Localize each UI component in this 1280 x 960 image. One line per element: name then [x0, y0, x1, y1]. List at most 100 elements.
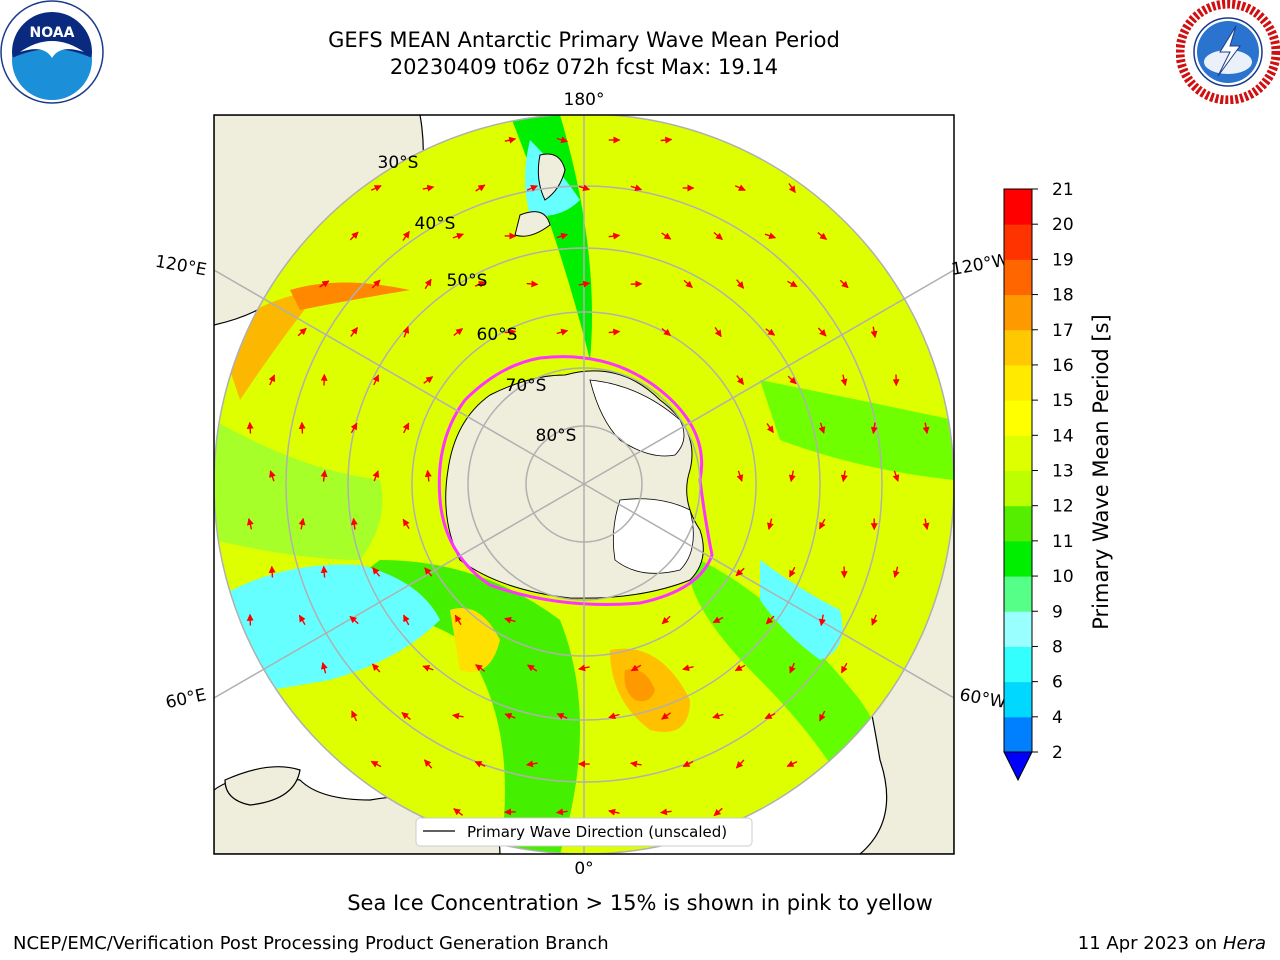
wave-arrow	[351, 710, 358, 722]
wave-arrow	[712, 616, 724, 624]
lon-label-180: 180°	[564, 90, 605, 110]
noaa-logo-text: NOAA	[30, 25, 75, 41]
wave-arrow	[660, 808, 672, 816]
wave-arrow	[870, 422, 878, 435]
wave-arrow	[402, 326, 410, 338]
lat-label-30s: 30°S	[378, 153, 419, 173]
wave-arrow	[556, 136, 569, 144]
wave-arrow	[402, 614, 410, 626]
lat-label-70s: 70°S	[506, 376, 547, 396]
wave-arrow	[787, 280, 798, 288]
wave-arrow	[839, 279, 849, 289]
wave-arrow	[661, 327, 671, 337]
sea-ice-caption: Sea Ice Concentration > 15% is shown in …	[347, 891, 933, 915]
colorbar: 2 4 6 8 9 10 11 12 13 14 15 16 17 18 19 20 21	[1003, 180, 1074, 782]
wave-arrow	[372, 374, 380, 386]
lon-label-60w: 60°W	[958, 685, 1008, 713]
wave-arrow	[526, 760, 538, 768]
wave-arrow	[268, 565, 276, 578]
wave-arrow	[765, 615, 775, 625]
colorbar-tick-label: 9	[1052, 602, 1063, 622]
wave-arrow	[660, 136, 673, 144]
wave-arrow	[682, 760, 694, 768]
colorbar-tick-label: 12	[1052, 497, 1074, 517]
footer-date: 11 Apr 2023 on Hera	[1078, 933, 1266, 954]
lat-label-40s: 40°S	[415, 214, 456, 234]
colorbar-tick-label: 6	[1052, 673, 1063, 693]
wave-arrow	[372, 567, 381, 577]
wave-arrow	[371, 279, 381, 289]
colorbar-segment	[1004, 189, 1032, 225]
wave-arrow	[735, 567, 745, 577]
wave-arrow	[556, 232, 569, 240]
wave-arrow	[268, 374, 276, 386]
wave-arrow	[767, 518, 774, 530]
wave-arrow	[714, 327, 722, 338]
wave-arrow	[661, 615, 671, 625]
wave-arrow	[630, 760, 642, 768]
colorbar-tick-label: 4	[1052, 708, 1063, 728]
wave-arrow	[504, 328, 517, 336]
colorbar-tick-label: 11	[1052, 532, 1074, 552]
wave-arrow	[608, 712, 620, 720]
wave-arrow	[320, 469, 328, 482]
colorbar-segment	[1004, 294, 1032, 331]
wave-arrow	[818, 710, 826, 722]
wave-arrow	[401, 712, 411, 720]
wave-arrow	[661, 232, 672, 240]
footer-machine: Hera	[1222, 933, 1266, 954]
wave-arrow	[870, 326, 878, 339]
wave-arrow	[764, 712, 776, 720]
wave-arrow	[452, 712, 464, 720]
wave-arrow	[372, 470, 380, 482]
lat-label-60s: 60°S	[477, 325, 518, 345]
wave-arrow	[320, 565, 328, 578]
wave-arrow	[734, 184, 746, 191]
wave-arrow	[424, 469, 432, 482]
wave-arrow	[766, 423, 774, 434]
wave-arrow	[298, 517, 306, 530]
wave-arrow	[736, 375, 745, 385]
wave-arrow	[608, 808, 620, 816]
nws-logo-icon	[1176, 0, 1280, 104]
colorbar-tick-label: 13	[1052, 462, 1074, 482]
wave-arrow	[578, 184, 591, 192]
madagascar-land	[224, 766, 301, 806]
wave-arrow	[892, 470, 900, 482]
wave-arrow	[474, 281, 486, 288]
colorbar-segment	[1004, 329, 1032, 366]
colorbar-label: Primary Wave Mean Period [s]	[1089, 314, 1113, 630]
colorbar-segment	[1004, 681, 1032, 718]
wave-arrow	[556, 328, 569, 336]
longitude-gridlines	[214, 115, 954, 854]
wave-arrow	[788, 566, 796, 578]
wave-arrow	[630, 184, 643, 192]
wave-arrow	[349, 615, 359, 625]
colorbar-extend	[1003, 751, 1033, 782]
sea-ice-edge	[437, 355, 714, 607]
wave-arrow	[453, 328, 464, 336]
wave-arrow	[713, 231, 723, 241]
wave-arrow	[526, 280, 539, 288]
wave-arrow	[788, 470, 796, 483]
colorbar-tick-label: 8	[1052, 637, 1063, 657]
wave-arrow	[682, 664, 694, 672]
wave-arrow	[370, 185, 382, 192]
colorbar-segment	[1004, 400, 1032, 436]
wave-arrow	[504, 713, 516, 720]
wave-arrow	[320, 662, 328, 674]
wave-arrow	[269, 470, 276, 482]
wave-arrow	[423, 376, 434, 384]
wave-arrow	[402, 518, 410, 529]
wave-arrow	[422, 184, 435, 192]
wave-arrow	[840, 470, 848, 483]
wave-arrow	[608, 328, 621, 336]
wave-arrow	[734, 664, 746, 672]
colorbar-tick-label: 18	[1052, 286, 1074, 306]
wave-arrow	[818, 422, 826, 434]
wave-arrow	[246, 518, 254, 530]
wave-arrow	[246, 421, 254, 434]
colorbar-tick-label: 20	[1052, 215, 1074, 235]
legend-label: Primary Wave Direction (unscaled)	[467, 823, 727, 841]
wave-arrow	[504, 136, 517, 144]
